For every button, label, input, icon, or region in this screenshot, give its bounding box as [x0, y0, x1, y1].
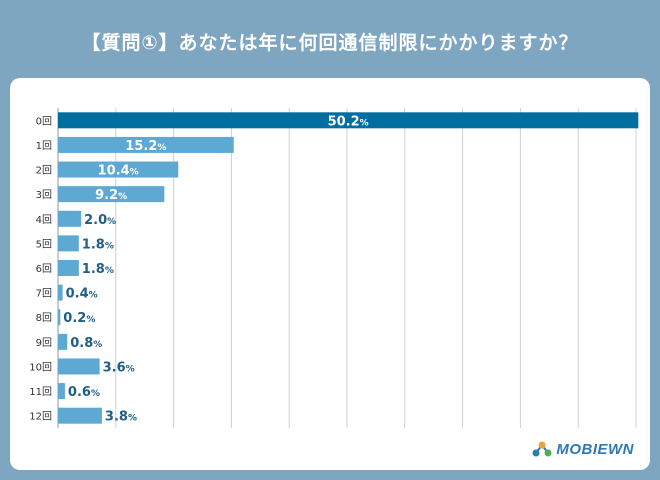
bar — [58, 358, 100, 375]
bar — [58, 161, 179, 178]
title-bar: 【質問①】あなたは年に何回通信制限にかかりますか？ — [0, 0, 660, 88]
bar — [58, 333, 68, 350]
category-label: 6回 — [36, 263, 52, 275]
value-label: 3.8% — [105, 410, 137, 425]
category-label: 1回 — [36, 140, 52, 152]
bar — [58, 112, 639, 129]
value-label: 50.2% — [328, 114, 369, 129]
category-label: 0回 — [36, 115, 52, 127]
category-label: 5回 — [36, 238, 52, 250]
category-label: 7回 — [36, 288, 52, 300]
category-label: 8回 — [36, 312, 52, 324]
mobiewn-logo: MOBIEWN — [531, 440, 634, 458]
bar — [58, 210, 82, 227]
bar — [58, 383, 65, 400]
bar — [58, 186, 165, 203]
bar — [58, 407, 102, 424]
value-label: 3.6% — [103, 360, 135, 375]
value-label: 9.2% — [95, 188, 127, 203]
category-label: 9回 — [36, 337, 52, 349]
value-label: 0.6% — [68, 385, 100, 400]
value-label: 0.4% — [66, 287, 98, 302]
bar — [58, 235, 79, 252]
chart-title: 【質問①】あなたは年に何回通信制限にかかりますか？ — [81, 31, 579, 54]
bar — [58, 309, 61, 326]
category-label: 4回 — [36, 214, 52, 226]
bar-chart: 0回 50.2% 1回 15.2% 2回 10.4% 3回 9.2% 4回 2.0% 5回 1.8% 6… — [29, 108, 639, 428]
category-label: 10回 — [29, 361, 52, 373]
logo-text: MOBIEWN — [556, 440, 634, 458]
value-label: 10.4% — [98, 164, 139, 179]
bar — [58, 260, 79, 276]
category-label: 3回 — [36, 189, 52, 201]
molecule-icon — [532, 441, 552, 457]
category-label: 12回 — [29, 411, 52, 423]
value-label: 1.8% — [82, 237, 114, 252]
category-label: 11回 — [29, 386, 52, 398]
value-label: 15.2% — [125, 139, 166, 154]
bar — [58, 284, 63, 301]
value-label: 2.0% — [84, 213, 116, 228]
value-label: 0.8% — [70, 336, 102, 351]
chart-panel: 0回 50.2% 1回 15.2% 2回 10.4% 3回 9.2% 4回 2.0% 5回 1.8% 6… — [10, 78, 650, 470]
value-label: 0.2% — [63, 311, 95, 326]
value-label: 1.8% — [82, 262, 114, 277]
bar — [58, 136, 234, 153]
category-label: 2回 — [36, 165, 52, 177]
